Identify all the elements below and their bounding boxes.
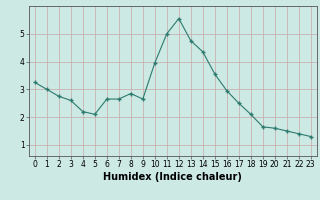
X-axis label: Humidex (Indice chaleur): Humidex (Indice chaleur)	[103, 172, 242, 182]
